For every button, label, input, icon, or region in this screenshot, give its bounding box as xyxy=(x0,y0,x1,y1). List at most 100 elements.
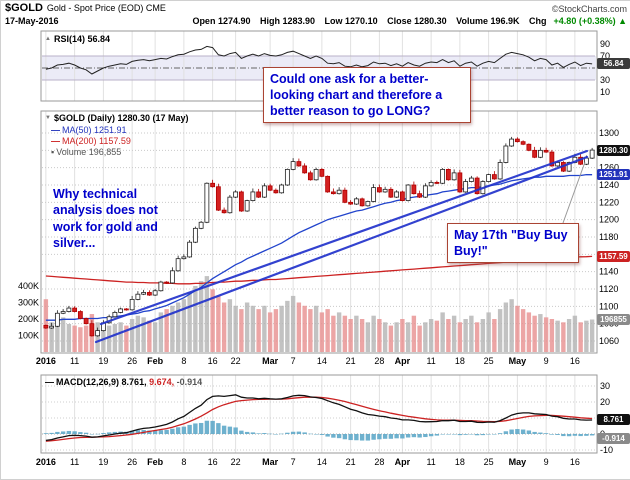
quote-chg-value: +4.80 (+0.38%) ▲ xyxy=(553,16,627,26)
x-tick-label: May xyxy=(509,457,527,467)
x-tick-label: 9 xyxy=(544,457,549,467)
x-tick-label: 9 xyxy=(544,356,549,366)
x-tick-label: 14 xyxy=(317,457,327,467)
price-tick-label: 1240 xyxy=(599,180,619,190)
price-tick-label: 1100 xyxy=(599,301,618,311)
x-tick-label: Feb xyxy=(147,457,164,467)
x-tick-label: 16 xyxy=(570,457,580,467)
ma200-value-box: 1157.59 xyxy=(597,251,630,262)
main-legend-symbol-label: $GOLD (Daily) 1280.30 (17 May) xyxy=(53,113,189,123)
macd-signal-value: 9.674, xyxy=(149,377,175,387)
ma50-value-box: 1251.91 xyxy=(597,169,630,180)
x-tick-label: 7 xyxy=(291,356,296,366)
price-tick-label: 1200 xyxy=(599,215,619,225)
macd-histogram-layer xyxy=(43,420,595,441)
rsi-tick-label: 30 xyxy=(600,75,610,85)
annotation-note-left: Why technical analysis does not work for… xyxy=(53,187,158,250)
candlestick-layer xyxy=(43,136,595,337)
annotation-callout-center: Could one ask for a better-looking chart… xyxy=(263,67,471,123)
ma50-line-icon: — xyxy=(51,125,60,135)
macd-tick-label: 20 xyxy=(600,397,610,407)
rsi-last-value-box: 56.84 xyxy=(597,58,630,69)
x-tick-label: 16 xyxy=(570,356,580,366)
macd-line-icon: — xyxy=(45,377,54,387)
macd-hist-value: -0.914 xyxy=(176,377,203,387)
ma200-line-icon: — xyxy=(51,136,60,146)
ma200-legend-label: MA(200) 1157.59 xyxy=(62,136,131,146)
x-tick-label: 2016 xyxy=(36,457,56,467)
ma200-legend: — MA(200) 1157.59 xyxy=(51,136,131,146)
annotation-callout-right: May 17th "Buy Buy Buy!" xyxy=(447,223,579,263)
x-tick-label: 7 xyxy=(291,457,296,467)
rsi-tick-label: 70 xyxy=(600,51,610,61)
macd-legend-value: 8.761, xyxy=(121,377,147,387)
price-tick-label: 1120 xyxy=(599,284,618,294)
x-tick-label: Mar xyxy=(262,356,279,366)
x-tick-label: 21 xyxy=(346,457,356,467)
x-tick-label: 19 xyxy=(98,356,108,366)
volume-tick-label: 200K xyxy=(18,314,39,324)
volume-bar-icon: ▪ xyxy=(51,147,55,157)
quote-low: Low 1270.10 xyxy=(324,16,378,26)
volume-legend-label: Volume 196,855 xyxy=(56,147,122,157)
macd-tick-label: -10 xyxy=(600,445,613,455)
x-tick-label: 21 xyxy=(346,356,356,366)
chart-header: $GOLD Gold - Spot Price (EOD) CME ©StockC… xyxy=(5,2,627,15)
stockcharts-credit: ©StockCharts.com xyxy=(551,4,627,14)
x-tick-label: 19 xyxy=(98,457,108,467)
rsi-legend: ▲ RSI(14) 56.84 xyxy=(45,34,110,44)
x-tick-label: 16 xyxy=(208,457,218,467)
ma50-legend-label: MA(50) 1251.91 xyxy=(62,125,127,135)
price-tick-label: 1260 xyxy=(599,163,619,173)
main-legend-symbol: ▼ $GOLD (Daily) 1280.30 (17 May) xyxy=(45,113,189,123)
x-tick-label: 11 xyxy=(70,457,79,467)
x-tick-label: 11 xyxy=(426,457,435,467)
x-tick-label: 16 xyxy=(208,356,218,366)
quote-volume: Volume 196.9K xyxy=(456,16,520,26)
x-tick-label: Mar xyxy=(262,457,279,467)
macd-hist-value-box: -0.914 xyxy=(597,433,630,444)
rsi-panel-icon: ▲ xyxy=(45,36,51,42)
volume-tick-label: 400K xyxy=(18,281,39,291)
x-tick-label: 28 xyxy=(374,457,384,467)
x-tick-label: 22 xyxy=(231,457,241,467)
x-tick-label: 8 xyxy=(181,356,186,366)
x-tick-label: May xyxy=(509,356,527,366)
macd-lines-layer xyxy=(45,394,593,442)
x-tick-label: 2016 xyxy=(36,356,56,366)
rsi-tick-label: 90 xyxy=(600,39,610,49)
x-tick-label: 22 xyxy=(231,356,241,366)
macd-value-box: 8.761 xyxy=(597,414,630,425)
macd-legend: — MACD(12,26,9) 8.761, 9.674, -0.914 xyxy=(45,377,202,387)
x-tick-label: 11 xyxy=(70,356,79,366)
macd-legend-name: MACD(12,26,9) xyxy=(56,377,120,387)
volume-tick-label: 300K xyxy=(18,298,39,308)
quote-line: 17-May-2016 Open 1274.90 High 1283.90 Lo… xyxy=(5,16,627,26)
price-tick-label: 1180 xyxy=(599,232,618,242)
symbol-title: $GOLD xyxy=(5,2,43,14)
main-panel-icon: ▼ xyxy=(45,115,51,121)
x-tick-label: 26 xyxy=(127,457,137,467)
rsi-line-layer xyxy=(45,45,593,75)
symbol-description: Gold - Spot Price (EOD) CME xyxy=(46,3,166,13)
rsi-tick-label: 10 xyxy=(600,87,610,97)
x-tick-label: Apr xyxy=(395,457,411,467)
quote-date: 17-May-2016 xyxy=(5,16,59,26)
x-tick-label: 28 xyxy=(374,356,384,366)
macd-tick-label: 30 xyxy=(600,381,610,391)
x-tick-label: Feb xyxy=(147,356,164,366)
quote-open: Open 1274.90 xyxy=(192,16,251,26)
price-tick-label: 1300 xyxy=(599,128,619,138)
x-tick-label: 25 xyxy=(484,356,494,366)
x-tick-label: 14 xyxy=(317,356,327,366)
price-tick-label: 1220 xyxy=(599,197,619,207)
ma50-legend: — MA(50) 1251.91 xyxy=(51,125,127,135)
price-tick-label: 1140 xyxy=(599,267,618,277)
quote-values: Open 1274.90 High 1283.90 Low 1270.10 Cl… xyxy=(185,16,627,26)
price-tick-label: 1060 xyxy=(599,336,619,346)
last-price-box: 1280.30 xyxy=(597,145,630,156)
x-tick-label: 11 xyxy=(426,356,435,366)
x-tick-label: 18 xyxy=(455,457,465,467)
